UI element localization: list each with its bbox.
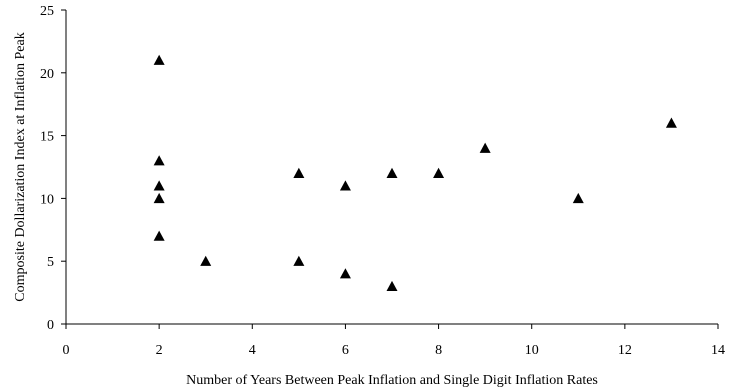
data-point-triangle [386,167,398,178]
x-tick-label: 12 [618,343,632,358]
y-tick-label: 25 [40,4,54,19]
y-axis-ticks: 0 5 10 15 20 25 [40,4,66,333]
data-point-triangle [479,142,491,153]
x-tick-label: 10 [525,343,539,358]
data-point-triangle [386,280,398,291]
data-point-triangle [153,230,165,241]
x-tick-label: 2 [156,343,163,358]
x-tick-label: 4 [249,343,256,358]
x-tick-label: 8 [435,343,442,358]
data-points [153,54,677,291]
y-tick-label: 15 [40,130,54,145]
x-axis-ticks: 0 2 4 6 8 10 12 14 [63,324,725,358]
data-point-triangle [200,255,212,266]
data-point-triangle [433,167,445,178]
data-point-triangle [339,268,351,279]
data-point-triangle [153,192,165,204]
x-tick-label: 0 [63,343,70,358]
data-point-triangle [293,167,305,178]
y-tick-label: 20 [40,67,54,82]
data-point-triangle [153,54,165,65]
data-point-triangle [572,192,584,204]
data-point-triangle [665,117,677,128]
y-tick-label: 10 [40,192,54,207]
y-tick-label: 5 [47,255,54,270]
data-point-triangle [153,180,165,191]
x-axis-title: Number of Years Between Peak Inflation a… [186,373,598,388]
data-point-triangle [339,180,351,191]
data-point-triangle [153,155,165,166]
data-point-triangle [293,255,305,266]
y-axis-title: Composite Dollarization Index at Inflati… [13,32,28,301]
x-tick-label: 6 [342,343,349,358]
y-tick-label: 0 [47,318,54,333]
x-tick-label: 14 [711,343,725,358]
